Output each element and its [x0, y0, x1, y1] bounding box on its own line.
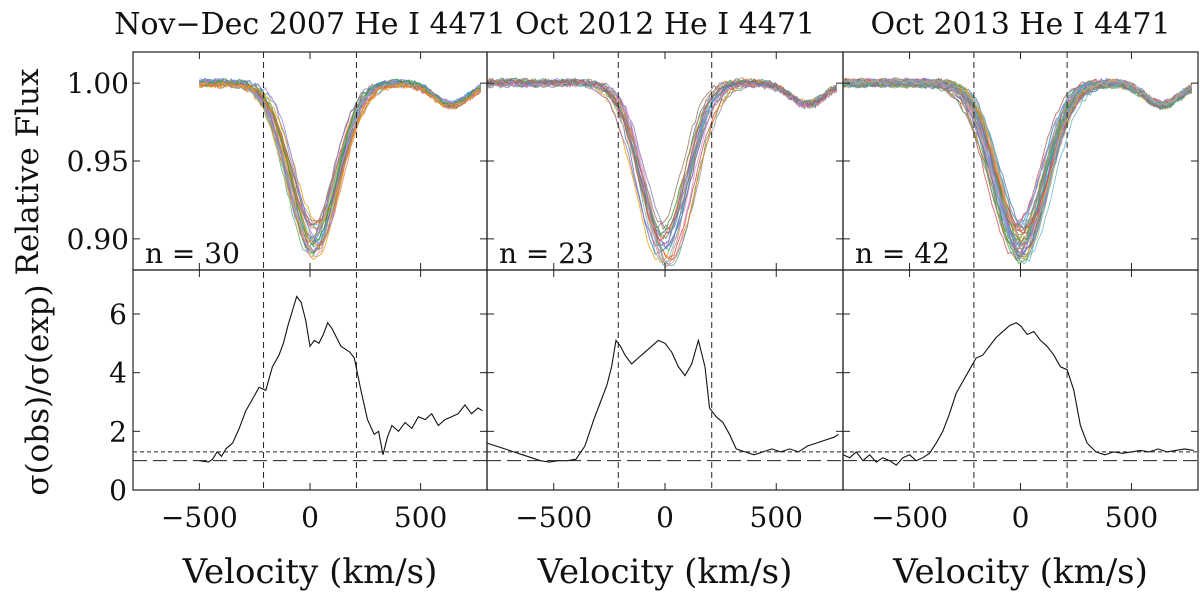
spectra-count-label: n = 42: [855, 237, 950, 270]
spectrum-line: [843, 81, 1193, 257]
y-tick-label-top: 0.95: [67, 145, 129, 178]
sigma-ratio-line: [486, 338, 839, 463]
spectrum-line: [843, 78, 1192, 230]
bottom-axes-frame: [132, 269, 488, 491]
spectrum-line: [487, 78, 837, 263]
spectrum-line: [487, 81, 837, 268]
spectrum-line: [843, 78, 1193, 265]
spectrum-line: [487, 80, 837, 247]
x-tick-label: −500: [161, 501, 238, 534]
spectrum-line: [843, 77, 1193, 228]
x-tick-label: −500: [515, 501, 592, 534]
x-axis-label: Velocity (km/s): [537, 552, 793, 592]
spectrum-line: [843, 78, 1193, 227]
spectrum-line: [487, 77, 838, 231]
x-tick-label: 500: [394, 501, 447, 534]
x-tick-label: 0: [1012, 501, 1030, 534]
spectra-group: [487, 77, 838, 268]
panel-title: Oct 2013 He I 4471: [870, 7, 1170, 42]
panel-title: Nov−Dec 2007 He I 4471: [114, 7, 506, 42]
spectrum-line: [843, 79, 1192, 235]
spectrum-line: [199, 81, 482, 227]
spectrum-line: [487, 79, 837, 235]
spectra-count-label: n = 30: [145, 237, 240, 270]
spectrum-line: [487, 77, 837, 255]
spectrum-line: [843, 81, 1192, 236]
spectrum-line: [843, 77, 1193, 230]
panel-1: Nov−Dec 2007 He I 4471 −500 0 500 0.90 0.95 1.…: [67, 7, 506, 592]
spectra-count-label: n = 23: [499, 237, 594, 270]
spectrum-line: [487, 79, 838, 247]
panel-2: Oct 2012 He I 4471 −500 0 500 n = 23 Velocity…: [486, 7, 844, 592]
spectrum-line: [487, 77, 837, 240]
sigma-ratio-line: [842, 322, 1194, 466]
spectrum-line: [843, 77, 1193, 236]
y-tick-label-bottom: 2: [109, 415, 127, 448]
spectrum-line: [487, 77, 837, 229]
y-tick-label-top: 0.90: [67, 223, 129, 256]
x-tick-label: 0: [656, 501, 674, 534]
y-tick-label-top: 1.00: [67, 67, 129, 100]
y-axis-label-bottom: σ(obs)/σ(exp): [20, 284, 56, 495]
spectrum-line: [843, 77, 1192, 225]
spectrum-line: [843, 78, 1193, 233]
spectrum-line: [487, 77, 837, 236]
x-tick-label: −500: [871, 501, 948, 534]
spectrum-line: [487, 78, 838, 242]
sigma-ratio-line: [199, 295, 483, 463]
spectrum-line: [843, 78, 1192, 227]
spectrum-line: [487, 80, 837, 232]
spectrum-line: [843, 78, 1193, 232]
spectrum-line: [843, 79, 1192, 256]
spectrum-line: [843, 79, 1192, 256]
x-axis-label: Velocity (km/s): [182, 552, 438, 592]
panel-title: Oct 2012 He I 4471: [515, 7, 815, 42]
spectrum-line: [843, 77, 1193, 245]
spectra-group: [843, 77, 1193, 265]
spectrum-line: [199, 80, 481, 223]
spectrum-line: [843, 78, 1192, 244]
spectrum-line: [843, 77, 1192, 244]
spectrum-line: [487, 77, 838, 240]
spectrum-line: [843, 77, 1193, 234]
spectrum-line: [843, 81, 1193, 241]
spectrum-line: [843, 79, 1193, 243]
x-tick-label: 500: [750, 501, 803, 534]
y-tick-label-bottom: 4: [109, 357, 127, 390]
spectrum-line: [487, 79, 838, 260]
y-tick-label-bottom: 6: [109, 298, 127, 331]
bottom-axes-frame: [842, 269, 1199, 491]
spectrum-line: [199, 81, 482, 249]
spectrum-line: [487, 79, 837, 239]
spectra-group: [198, 77, 482, 261]
x-tick-label: 500: [1105, 501, 1158, 534]
spectrum-line: [843, 78, 1193, 259]
bottom-axes-frame: [486, 269, 844, 491]
x-axis-label: Velocity (km/s): [892, 552, 1148, 592]
y-tick-label-bottom: 0: [109, 474, 127, 507]
spectrum-line: [199, 78, 482, 246]
spectrum-line: [843, 81, 1193, 229]
panel-3: Oct 2013 He I 4471 −500 0 500 n = 42 Velocity…: [842, 7, 1199, 592]
spectrum-line: [199, 81, 482, 226]
y-axis-label-top: Relative Flux: [10, 68, 46, 276]
spectrum-line: [199, 80, 481, 254]
spectrum-line: [843, 78, 1193, 227]
spectrum-line: [843, 80, 1192, 242]
x-tick-label: 0: [301, 501, 319, 534]
